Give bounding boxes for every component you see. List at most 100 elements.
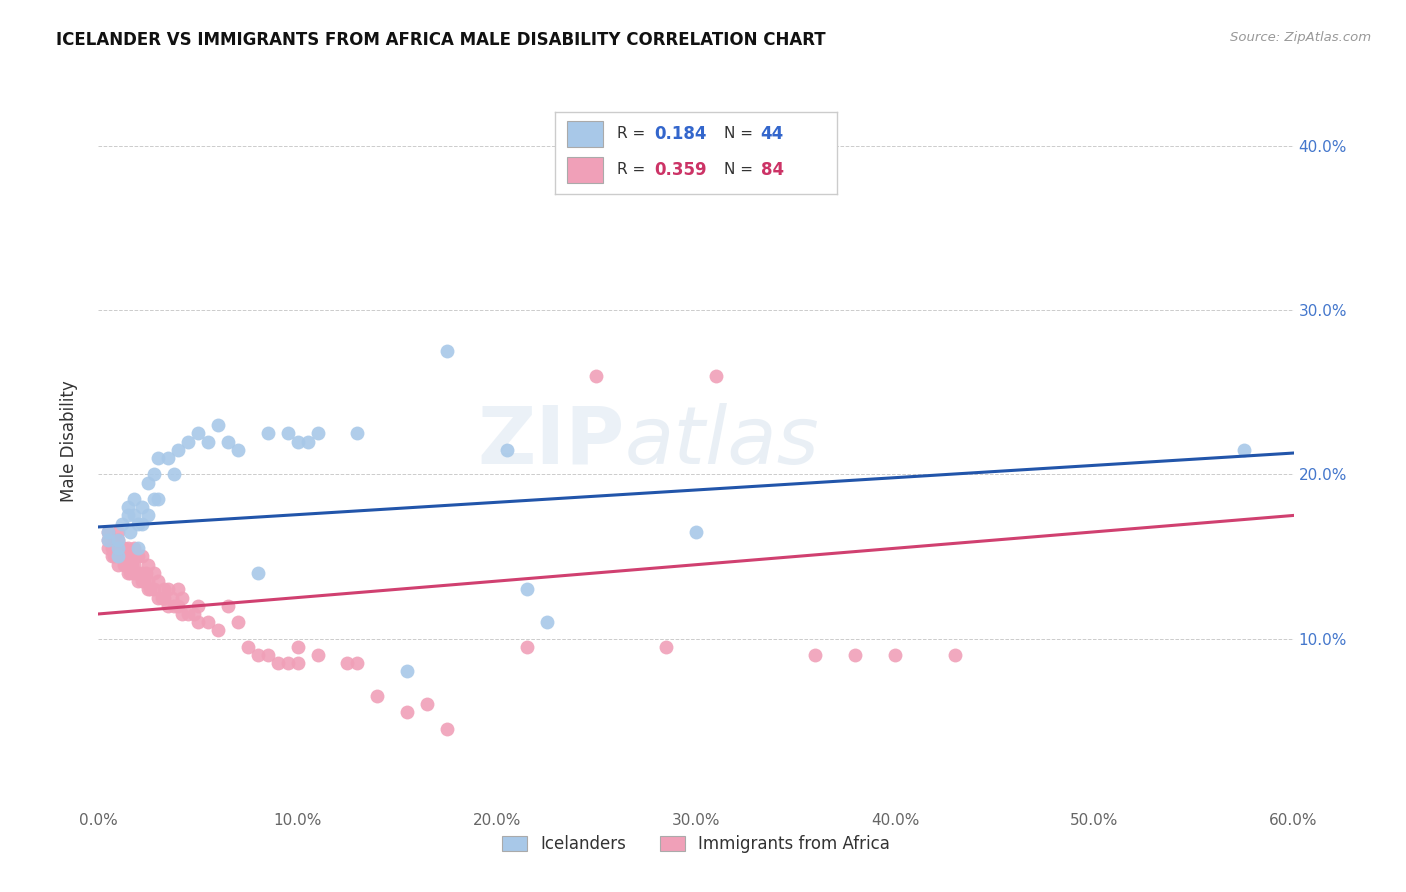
Point	[336, 657, 359, 671]
Point	[396, 665, 419, 679]
Point	[117, 549, 139, 564]
Point	[704, 368, 727, 383]
Point	[127, 549, 149, 564]
Point	[157, 450, 180, 465]
Point	[167, 582, 190, 597]
Bar	[567, 157, 603, 183]
Text: R =: R =	[617, 126, 651, 141]
Point	[136, 475, 159, 490]
Point	[163, 467, 186, 482]
Point	[153, 591, 176, 605]
Point	[127, 541, 149, 556]
Point	[536, 615, 558, 630]
Point	[655, 640, 678, 654]
Point	[143, 566, 166, 580]
Point	[131, 500, 153, 515]
Point	[943, 648, 966, 662]
Point	[256, 648, 278, 662]
Point	[172, 591, 194, 605]
Point	[120, 549, 142, 564]
Point	[107, 533, 129, 547]
Point	[124, 508, 146, 523]
Point	[172, 607, 194, 621]
Text: 0.184: 0.184	[654, 125, 706, 143]
Point	[346, 426, 368, 441]
Point	[167, 442, 190, 457]
Point	[131, 549, 153, 564]
Point	[187, 426, 209, 441]
Point	[307, 426, 329, 441]
Point	[97, 524, 120, 539]
Point	[127, 574, 149, 588]
Point	[307, 648, 329, 662]
Point	[103, 533, 125, 547]
Point	[148, 491, 170, 506]
Point	[117, 566, 139, 580]
Point	[148, 450, 170, 465]
Point	[804, 648, 827, 662]
Point	[157, 599, 180, 613]
Point	[107, 558, 129, 572]
Point	[297, 434, 319, 449]
Text: N =: N =	[724, 162, 758, 178]
Point	[163, 599, 186, 613]
Point	[884, 648, 907, 662]
Point	[844, 648, 866, 662]
Point	[107, 533, 129, 547]
Point	[107, 549, 129, 564]
Point	[115, 558, 138, 572]
Point	[197, 615, 219, 630]
Point	[131, 566, 153, 580]
Point	[121, 558, 143, 572]
Point	[136, 508, 159, 523]
Point	[107, 549, 129, 564]
Point	[107, 541, 129, 556]
Point	[131, 516, 153, 531]
Legend: Icelanders, Immigrants from Africa: Icelanders, Immigrants from Africa	[495, 828, 897, 860]
Text: R =: R =	[617, 162, 651, 178]
Point	[136, 574, 159, 588]
Point	[117, 500, 139, 515]
Point	[217, 599, 239, 613]
Text: Source: ZipAtlas.com: Source: ZipAtlas.com	[1230, 31, 1371, 45]
Point	[167, 599, 190, 613]
Point	[287, 640, 309, 654]
Point	[516, 582, 538, 597]
Point	[585, 368, 607, 383]
Point	[117, 558, 139, 572]
Point	[177, 434, 200, 449]
Point	[267, 657, 290, 671]
Text: ZIP: ZIP	[477, 402, 624, 481]
Point	[112, 558, 135, 572]
Point	[236, 640, 259, 654]
Point	[143, 582, 166, 597]
Point	[287, 657, 309, 671]
Point	[143, 491, 166, 506]
Point	[111, 549, 134, 564]
Point	[107, 524, 129, 539]
Point	[160, 591, 183, 605]
Point	[101, 541, 124, 556]
Point	[97, 524, 120, 539]
Point	[148, 591, 170, 605]
Point	[187, 615, 209, 630]
Point	[246, 566, 269, 580]
Point	[226, 615, 249, 630]
Point	[124, 491, 146, 506]
Point	[136, 582, 159, 597]
Point	[366, 689, 388, 703]
Point	[117, 508, 139, 523]
Point	[207, 418, 229, 433]
Point	[107, 541, 129, 556]
Point	[131, 574, 153, 588]
Point	[111, 516, 134, 531]
Point	[112, 541, 135, 556]
Text: ICELANDER VS IMMIGRANTS FROM AFRICA MALE DISABILITY CORRELATION CHART: ICELANDER VS IMMIGRANTS FROM AFRICA MALE…	[56, 31, 825, 49]
Point	[136, 558, 159, 572]
Point	[157, 582, 180, 597]
Text: 44: 44	[761, 125, 785, 143]
Point	[127, 516, 149, 531]
Point	[183, 607, 205, 621]
Point	[111, 541, 134, 556]
Point	[495, 442, 517, 457]
